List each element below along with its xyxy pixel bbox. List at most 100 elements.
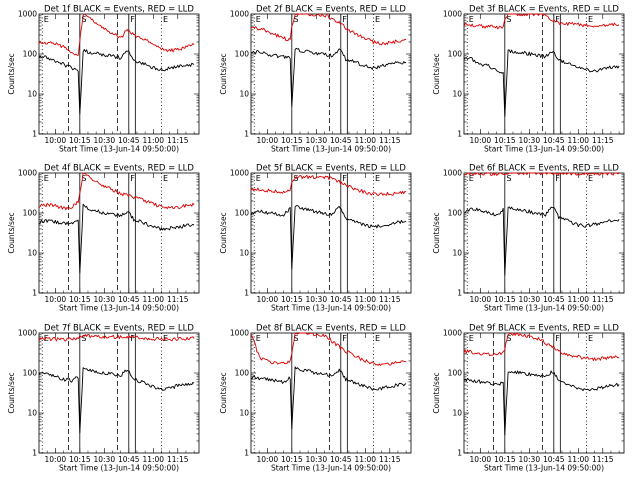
y-axis-label: Counts/sec (219, 372, 228, 413)
panel-6: Det 6f BLACK = Events, RED = LLD 1 10 100 10… (432, 164, 625, 313)
y-axis-label: Counts/sec (219, 212, 228, 253)
x-tick-label: 11:15 (592, 455, 614, 464)
plot-frame (250, 172, 412, 294)
x-tick-label: 10:00 (470, 136, 492, 145)
marker-label: F (555, 334, 560, 343)
y-tick-label: 1 (244, 289, 249, 298)
y-tick-label: 100 (23, 209, 38, 218)
marker-label: E (469, 15, 474, 24)
marker-label: E (588, 15, 593, 24)
marker-label: E (163, 174, 168, 183)
panel-title: Det 9f BLACK = Events, RED = LLD (469, 324, 619, 334)
marker-label: S (293, 334, 298, 343)
x-axis-label: Start Time (13-Jun-14 09:50:00) (271, 464, 391, 473)
x-tick-label: 10:45 (330, 295, 352, 304)
series-line-events (250, 205, 407, 270)
marker-label: S (81, 334, 86, 343)
y-tick-label: 1000 (443, 329, 462, 338)
plot-frame (463, 13, 625, 135)
y-tick-label: 100 (448, 369, 463, 378)
y-tick-label: 10 (452, 409, 462, 418)
x-axis-label: Start Time (13-Jun-14 09:50:00) (484, 145, 604, 154)
x-tick-label: 10:15 (494, 136, 516, 145)
x-tick-label: 10:45 (543, 295, 565, 304)
series-line-lld (250, 332, 407, 366)
panel-title: Det 2f BLACK = Events, RED = LLD (256, 5, 406, 15)
series-line-lld (250, 174, 407, 197)
marker-label: S (293, 174, 298, 183)
x-tick-label: 10:15 (69, 455, 91, 464)
x-tick-label: 10:45 (118, 455, 140, 464)
y-tick-label: 1000 (18, 169, 37, 178)
panel-title: Det 8f BLACK = Events, RED = LLD (256, 324, 406, 334)
x-tick-label: 11:15 (592, 295, 614, 304)
marker-label: E (256, 174, 261, 183)
x-tick-label: 11:00 (567, 136, 589, 145)
y-axis-label: Counts/sec (7, 212, 16, 253)
marker-label: F (130, 334, 135, 343)
marker-label: E (375, 174, 380, 183)
marker-label: S (506, 174, 511, 183)
x-tick-label: 10:30 (518, 295, 540, 304)
x-tick-label: 10:00 (45, 136, 67, 145)
y-axis-label: Counts/sec (432, 53, 441, 94)
x-tick-label: 10:45 (330, 136, 352, 145)
plot-frame (38, 13, 200, 135)
x-axis-label: Start Time (13-Jun-14 09:50:00) (271, 304, 391, 313)
y-tick-label: 1 (457, 449, 462, 458)
x-axis-label: Start Time (13-Jun-14 09:50:00) (484, 304, 604, 313)
plot-frame (38, 172, 200, 294)
y-tick-label: 1000 (230, 329, 249, 338)
marker-label: E (375, 334, 380, 343)
x-tick-label: 10:00 (470, 455, 492, 464)
x-tick-label: 10:30 (93, 295, 115, 304)
panel-4: Det 4f BLACK = Events, RED = LLD 1 10 100 10… (7, 164, 200, 313)
x-tick-label: 10:15 (69, 136, 91, 145)
marker-label: E (588, 334, 593, 343)
x-tick-label: 10:00 (257, 136, 279, 145)
y-tick-label: 1 (32, 130, 37, 139)
marker-label: E (375, 15, 380, 24)
y-tick-label: 100 (448, 50, 463, 59)
panel-8: Det 8f BLACK = Events, RED = LLD 1 10 100 10… (219, 324, 412, 473)
y-tick-label: 1000 (230, 169, 249, 178)
marker-label: E (44, 174, 49, 183)
series-line-events (463, 206, 620, 276)
y-tick-label: 100 (23, 50, 38, 59)
marker-label: F (342, 174, 347, 183)
y-axis-label: Counts/sec (7, 53, 16, 94)
marker-label: E (44, 334, 49, 343)
x-tick-label: 10:30 (305, 295, 327, 304)
x-tick-label: 10:15 (494, 455, 516, 464)
series-line-lld (463, 172, 620, 176)
x-tick-label: 10:00 (257, 295, 279, 304)
x-tick-label: 11:00 (567, 295, 589, 304)
x-axis-label: Start Time (13-Jun-14 09:50:00) (271, 145, 391, 154)
marker-label: F (342, 334, 347, 343)
plot-frame (463, 332, 625, 454)
panel-title: Det 5f BLACK = Events, RED = LLD (256, 164, 406, 174)
series-line-events (250, 47, 407, 107)
y-tick-label: 1000 (443, 10, 462, 19)
x-tick-label: 11:00 (142, 295, 164, 304)
marker-label: S (506, 334, 511, 343)
x-tick-label: 11:15 (379, 455, 401, 464)
x-tick-label: 10:30 (518, 455, 540, 464)
x-axis-label: Start Time (13-Jun-14 09:50:00) (484, 464, 604, 473)
marker-label: S (506, 15, 511, 24)
x-tick-label: 10:00 (45, 455, 67, 464)
panel-5: Det 5f BLACK = Events, RED = LLD 1 10 100 10… (219, 164, 412, 313)
panel-title: Det 7f BLACK = Events, RED = LLD (44, 324, 194, 334)
x-tick-label: 11:15 (379, 295, 401, 304)
y-axis-label: Counts/sec (432, 372, 441, 413)
y-tick-label: 100 (235, 209, 250, 218)
y-tick-label: 10 (27, 90, 37, 99)
x-tick-label: 11:00 (142, 455, 164, 464)
x-axis-label: Start Time (13-Jun-14 09:50:00) (59, 464, 179, 473)
x-tick-label: 10:30 (93, 455, 115, 464)
series-line-events (38, 203, 195, 274)
marker-label: S (81, 174, 86, 183)
y-tick-label: 1000 (443, 169, 462, 178)
plot-frame (463, 172, 625, 294)
series-line-lld (38, 334, 195, 342)
